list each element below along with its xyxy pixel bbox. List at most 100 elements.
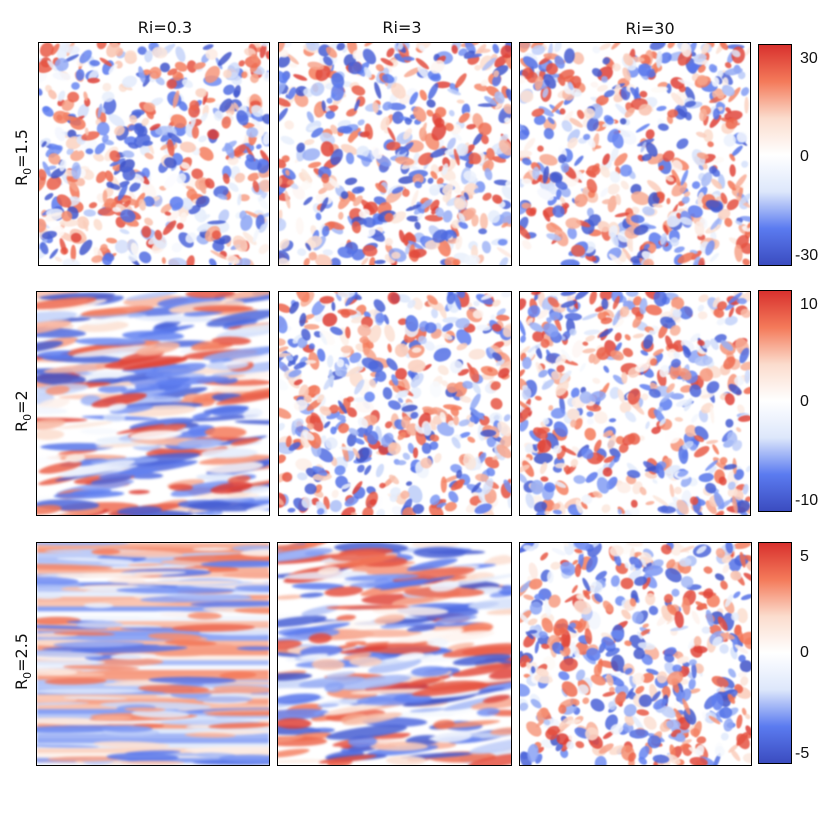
field-blob (715, 548, 725, 559)
field-blob (340, 309, 351, 318)
field-blob (184, 746, 269, 753)
field-blob (625, 687, 634, 700)
field-blob (351, 221, 361, 234)
field-blob (530, 479, 544, 495)
field-blob (743, 386, 750, 395)
field-blob (469, 407, 485, 420)
field-blob (93, 715, 132, 721)
field-blob (582, 348, 596, 354)
field-blob (573, 646, 580, 659)
field-blob (732, 440, 743, 451)
field-blob (601, 298, 609, 310)
field-blob (385, 190, 402, 204)
field-blob (77, 141, 89, 152)
colorbar-tick-label: 5 (800, 548, 809, 565)
field-band (37, 630, 269, 637)
field-blob (259, 179, 269, 193)
field-blob (695, 131, 707, 138)
field-blob (348, 61, 363, 75)
field-blob (691, 610, 700, 625)
field-blob (731, 612, 740, 621)
field-blob (482, 694, 511, 703)
field-blob (120, 209, 136, 223)
field-blob (44, 193, 54, 201)
field-blob (144, 217, 154, 226)
field-blob (341, 483, 352, 490)
field-blob (697, 339, 705, 346)
field-blob (326, 97, 333, 104)
field-blob (308, 251, 317, 261)
field-blob (540, 476, 549, 482)
field-blob (541, 617, 554, 633)
field-blob (202, 44, 214, 50)
field-blob (124, 707, 166, 712)
field-blob (361, 357, 379, 370)
field-blob (617, 388, 625, 403)
field-blob (727, 431, 738, 445)
field-blob (436, 502, 447, 508)
field-blob (492, 43, 500, 54)
field-blob (520, 683, 530, 697)
field-blob (555, 379, 569, 397)
field-blob (384, 324, 395, 342)
field-blob (708, 165, 717, 174)
field-blob (645, 421, 650, 430)
field-blob (213, 185, 229, 198)
field-blob (53, 631, 115, 636)
field-blob (560, 300, 577, 308)
field-blob (670, 625, 689, 632)
field-blob (319, 132, 336, 145)
field-blob (364, 391, 375, 402)
field-blob (456, 292, 466, 299)
field-blob (575, 669, 586, 681)
field-blob (322, 249, 334, 256)
colorbar-tick-label: -5 (795, 745, 810, 762)
field-blob (151, 46, 168, 59)
field-blob (380, 57, 394, 66)
field-blob (319, 330, 335, 346)
field-blob (387, 102, 406, 111)
field-blob (181, 79, 193, 88)
field-blob (396, 460, 407, 466)
field-blob (338, 211, 344, 220)
field-blob (59, 219, 79, 227)
field-blob (359, 336, 369, 344)
field-blob (456, 329, 472, 346)
field-blob (579, 391, 593, 404)
field-blob (586, 117, 599, 132)
field-blob (344, 177, 358, 186)
field-blob (599, 328, 613, 338)
field-blob (315, 193, 333, 205)
field-blob (308, 161, 322, 168)
field-band (37, 635, 269, 642)
field-blob (317, 566, 340, 575)
field-blob (80, 306, 154, 317)
field-blob (122, 75, 138, 88)
field-blob (417, 213, 423, 221)
field-blob (37, 659, 106, 666)
field-blob (238, 60, 245, 67)
field-blob (708, 64, 718, 73)
field-blob (582, 590, 591, 600)
field-blob (627, 432, 641, 445)
field-blob (712, 753, 721, 765)
colorbar-row3 (758, 542, 792, 764)
field-blob (474, 456, 482, 470)
field-blob (167, 139, 175, 157)
field-blob (531, 44, 546, 56)
field-blob (437, 365, 449, 376)
field-blob (592, 491, 603, 498)
field-blob (534, 76, 543, 91)
field-blob (285, 435, 292, 448)
field-blob (644, 565, 664, 577)
field-blob (647, 180, 662, 193)
field-blob (455, 317, 470, 329)
field-blob (703, 566, 713, 574)
field-blob (472, 309, 484, 319)
row-label-r0-1.5: R0=1.5 (12, 129, 34, 186)
field-blob (213, 685, 269, 694)
field-blob (467, 753, 511, 765)
field-blob (48, 143, 62, 150)
field-blob (367, 430, 379, 445)
field-blob (176, 173, 187, 184)
